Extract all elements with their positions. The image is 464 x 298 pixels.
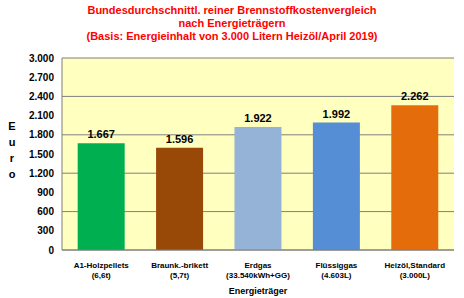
svg-text:300: 300 (37, 225, 54, 236)
svg-text:1.596: 1.596 (166, 133, 194, 145)
html-text:nach Energieträgern: nach Energieträgern (178, 17, 286, 29)
svg-text:Energieträger: Energieträger (229, 286, 288, 296)
svg-text:Euro: Euro (8, 120, 15, 180)
svg-text:1.922: 1.922 (244, 112, 272, 124)
svg-text:600: 600 (37, 206, 54, 217)
svg-text:Braunk.-brikett(5,7t): Braunk.-brikett(5,7t) (151, 261, 208, 280)
html-text:(Basis: Energieinhalt von 3.00: (Basis: Energieinhalt von 3.000 Litern H… (86, 30, 378, 42)
svg-text:A1-Holzpellets(6,6t): A1-Holzpellets(6,6t) (74, 261, 130, 280)
svg-text:2.400: 2.400 (29, 91, 54, 102)
svg-text:Flüssiggas(4.603L): Flüssiggas(4.603L) (316, 261, 358, 280)
svg-text:1.667: 1.667 (87, 128, 115, 140)
svg-text:1.992: 1.992 (323, 108, 351, 120)
svg-text:2.100: 2.100 (29, 110, 54, 121)
svg-text:3.000: 3.000 (29, 53, 54, 64)
svg-text:Erdgas(33.540kWh+GG): Erdgas(33.540kWh+GG) (226, 261, 290, 280)
svg-text:2.262: 2.262 (401, 90, 429, 102)
html-text:Bundesdurchschnittl. reiner Br: Bundesdurchschnittl. reiner Brennstoffko… (87, 4, 377, 16)
svg-text:900: 900 (37, 187, 54, 198)
svg-text:2.700: 2.700 (29, 72, 54, 83)
svg-text:1.200: 1.200 (29, 168, 54, 179)
svg-text:1.800: 1.800 (29, 129, 54, 140)
svg-text:Heizöl,Standard(3.000L): Heizöl,Standard(3.000L) (385, 261, 446, 280)
svg-text:1.500: 1.500 (29, 149, 54, 160)
svg-text:0: 0 (48, 245, 54, 256)
